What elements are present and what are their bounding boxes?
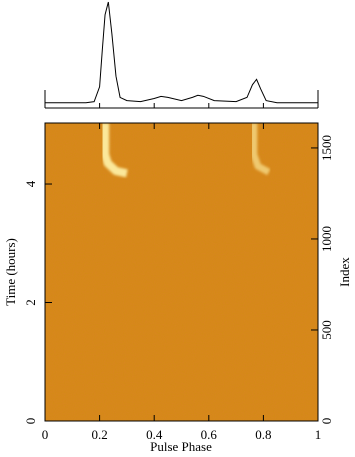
y-tick-label: 4 [23, 180, 38, 187]
y2-axis-label: Index [337, 257, 352, 287]
y2-tick-label: 0 [319, 418, 334, 425]
x-axis-label: Pulse Phase [150, 439, 212, 454]
pulse-profile [45, 1, 318, 104]
y-tick-label: 2 [23, 299, 38, 306]
x-tick-label: 1 [315, 427, 322, 442]
heatmap-noise [45, 123, 318, 421]
y2-tick-label: 1000 [319, 226, 334, 252]
x-tick-label: 0.8 [255, 427, 271, 442]
emission-track [100, 123, 128, 178]
x-tick-label: 0.6 [201, 427, 218, 442]
x-tick-label: 0 [42, 427, 49, 442]
y2-tick-label: 1500 [319, 135, 334, 161]
x-tick-label: 0.4 [146, 427, 163, 442]
tracks [100, 123, 299, 421]
emission-track [250, 123, 271, 176]
y-axis-label: Time (hours) [3, 238, 18, 306]
x-tick-label: 0.2 [91, 427, 107, 442]
plot-frame [44, 122, 319, 422]
y-tick-label: 0 [23, 418, 38, 425]
y2-tick-label: 500 [319, 320, 334, 340]
